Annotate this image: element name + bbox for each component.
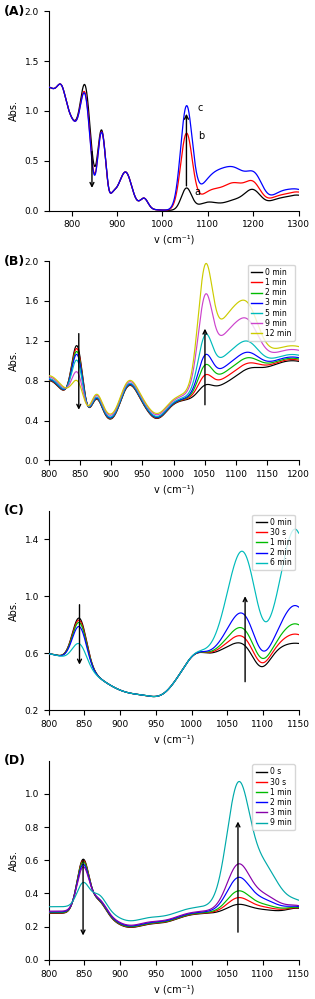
Text: a: a	[194, 187, 200, 197]
Text: b: b	[198, 131, 204, 141]
Legend: 0 min, 30 s, 1 min, 2 min, 6 min: 0 min, 30 s, 1 min, 2 min, 6 min	[252, 514, 295, 570]
Legend: 0 min, 1 min, 2 min, 3 min, 5 min, 9 min, 12 min: 0 min, 1 min, 2 min, 3 min, 5 min, 9 min…	[248, 265, 295, 341]
Y-axis label: Abs.: Abs.	[9, 101, 19, 122]
X-axis label: v (cm⁻¹): v (cm⁻¹)	[153, 734, 194, 744]
Text: (C): (C)	[4, 504, 25, 517]
Y-axis label: Abs.: Abs.	[9, 850, 19, 871]
Y-axis label: Abs.: Abs.	[9, 351, 19, 372]
X-axis label: v (cm⁻¹): v (cm⁻¹)	[153, 984, 194, 994]
Text: (B): (B)	[4, 255, 25, 268]
Text: c: c	[198, 103, 203, 113]
X-axis label: v (cm⁻¹): v (cm⁻¹)	[153, 485, 194, 495]
Text: (D): (D)	[4, 754, 26, 767]
X-axis label: v (cm⁻¹): v (cm⁻¹)	[153, 235, 194, 245]
Legend: 0 s, 30 s, 1 min, 2 min, 3 min, 9 min: 0 s, 30 s, 1 min, 2 min, 3 min, 9 min	[252, 764, 295, 830]
Text: (A): (A)	[4, 5, 25, 18]
Y-axis label: Abs.: Abs.	[9, 600, 19, 621]
